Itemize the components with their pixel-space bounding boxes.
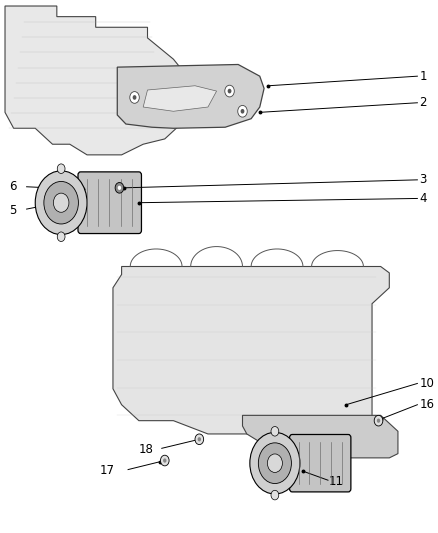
Polygon shape: [5, 6, 182, 155]
Circle shape: [195, 434, 204, 445]
Polygon shape: [243, 415, 398, 458]
Circle shape: [238, 106, 247, 117]
Text: 6: 6: [9, 180, 17, 193]
Text: 4: 4: [420, 192, 427, 205]
FancyBboxPatch shape: [290, 434, 351, 492]
Circle shape: [57, 232, 65, 241]
Circle shape: [133, 95, 137, 100]
Circle shape: [271, 426, 279, 436]
Circle shape: [225, 85, 234, 97]
Circle shape: [130, 92, 139, 103]
Circle shape: [250, 432, 300, 494]
Text: 10: 10: [420, 377, 434, 390]
Text: 18: 18: [139, 443, 154, 456]
Circle shape: [160, 455, 169, 466]
Circle shape: [35, 171, 87, 235]
Circle shape: [53, 193, 69, 212]
Circle shape: [377, 418, 380, 423]
Polygon shape: [117, 64, 264, 128]
Circle shape: [118, 185, 121, 190]
Circle shape: [374, 415, 383, 426]
Circle shape: [258, 443, 291, 483]
Circle shape: [267, 454, 283, 472]
Circle shape: [271, 490, 279, 500]
Circle shape: [115, 182, 124, 193]
Text: 3: 3: [420, 173, 427, 187]
Text: 5: 5: [9, 204, 17, 216]
Text: 17: 17: [100, 464, 115, 477]
Circle shape: [228, 88, 231, 93]
Circle shape: [163, 458, 166, 463]
Polygon shape: [143, 86, 217, 111]
Circle shape: [240, 109, 244, 114]
Circle shape: [57, 164, 65, 173]
Circle shape: [44, 181, 78, 224]
Polygon shape: [113, 266, 389, 442]
Text: 1: 1: [420, 70, 427, 83]
Text: 2: 2: [420, 96, 427, 109]
Circle shape: [198, 437, 201, 441]
FancyBboxPatch shape: [78, 172, 141, 233]
Text: 16: 16: [420, 398, 434, 411]
Text: 11: 11: [329, 475, 344, 488]
